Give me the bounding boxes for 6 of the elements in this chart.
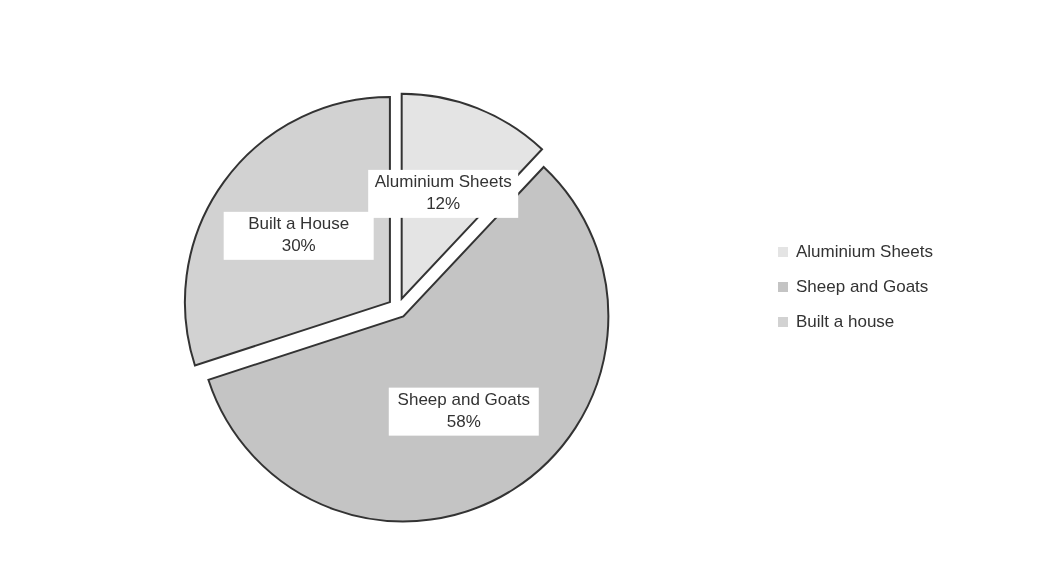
- legend-label: Sheep and Goats: [796, 277, 929, 297]
- data-label: Aluminium Sheets 12%: [374, 172, 512, 214]
- data-label: Built a House 30%: [248, 214, 350, 256]
- data-label: Sheep and Goats 58%: [397, 390, 530, 432]
- legend-label: Built a house: [796, 312, 895, 332]
- legend-label: Aluminium Sheets: [796, 242, 934, 262]
